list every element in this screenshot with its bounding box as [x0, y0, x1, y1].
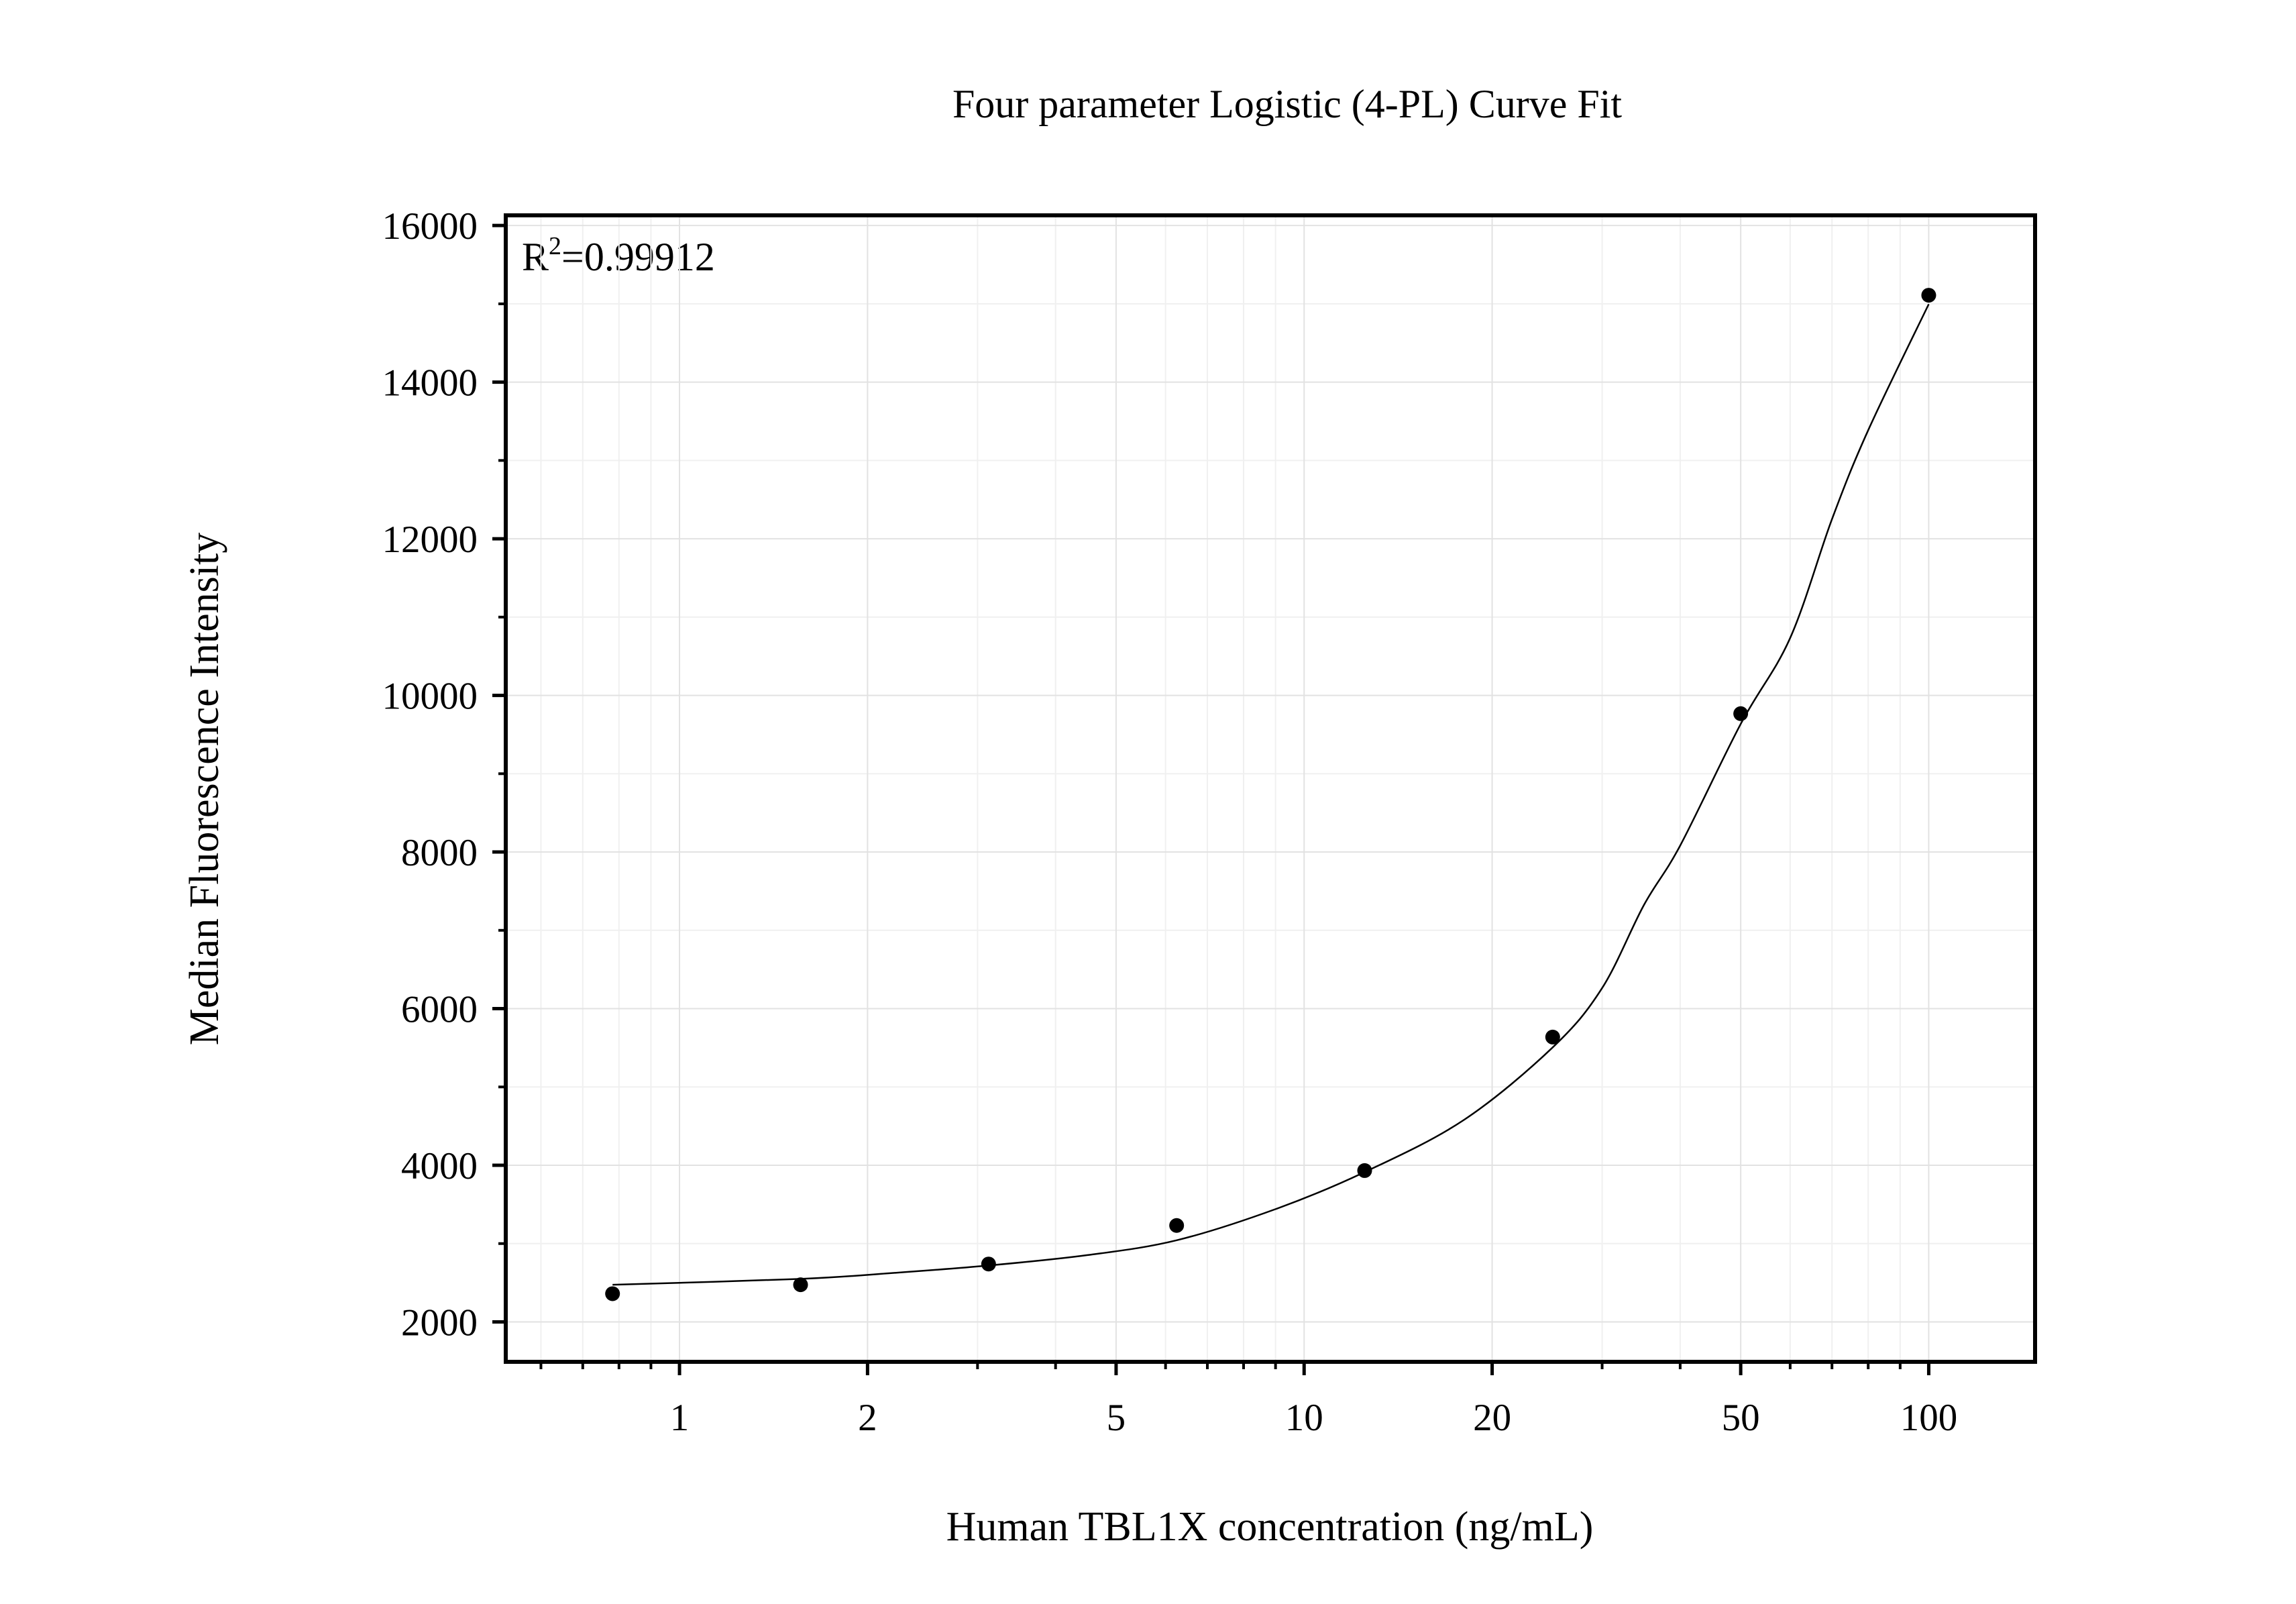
data-point: [1921, 288, 1936, 303]
data-point: [1545, 1029, 1560, 1045]
data-point: [605, 1286, 620, 1301]
r-squared-base: R: [522, 235, 549, 279]
x-tick-label: 20: [1473, 1397, 1511, 1439]
x-tick-label: 1: [670, 1397, 690, 1439]
y-tick-label: 14000: [382, 362, 478, 405]
r-squared: R2=0.99912: [522, 232, 715, 279]
fit-curve: [612, 303, 1930, 1286]
x-tick-label: 5: [1107, 1397, 1126, 1439]
y-tick-label: 16000: [382, 205, 478, 248]
data-point: [1357, 1163, 1372, 1178]
x-tick-label: 10: [1285, 1397, 1323, 1439]
x-axis-label: Human TBL1X concentration (ng/mL): [946, 1504, 1594, 1550]
data-point: [1733, 706, 1749, 721]
data-point: [1169, 1218, 1185, 1233]
chart-title: Four parameter Logistic (4-PL) Curve Fit: [952, 82, 1622, 126]
y-tick-label: 2000: [401, 1301, 478, 1344]
data-point: [793, 1277, 808, 1293]
x-tick-label: 100: [1900, 1397, 1958, 1439]
y-tick-label: 12000: [382, 519, 478, 561]
data-point: [981, 1257, 996, 1272]
y-axis-label: Median Fluorescence Intensity: [182, 533, 227, 1045]
y-tick-label: 10000: [382, 676, 478, 718]
x-tick-label: 50: [1722, 1397, 1760, 1439]
r-squared-value: =0.99912: [561, 235, 715, 279]
y-tick-label: 8000: [401, 832, 478, 874]
r-squared-sup: 2: [549, 232, 561, 260]
plot-frame: [504, 213, 2037, 1364]
y-tick-label: 4000: [401, 1145, 478, 1187]
x-tick-label: 2: [858, 1397, 877, 1439]
y-tick-label: 6000: [401, 989, 478, 1031]
